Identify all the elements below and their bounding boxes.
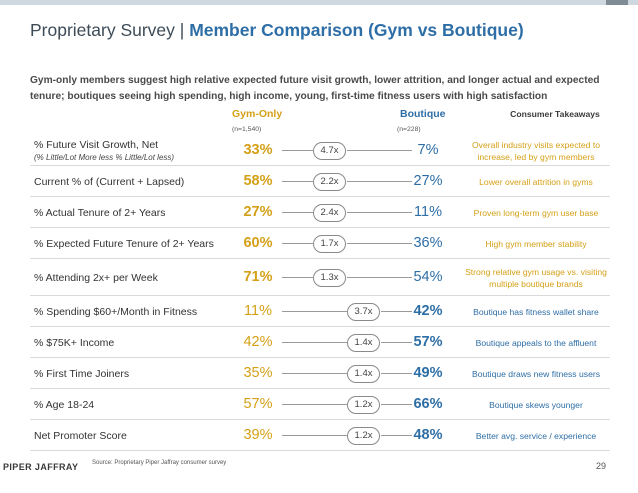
- takeaway-text: Overall industry visits expected to incr…: [471, 139, 600, 162]
- top-accent-block: [606, 0, 628, 5]
- row-label: % Spending $60+/Month in Fitness: [34, 305, 198, 318]
- piper-jaffray-logo: PIPER JAFFRAY: [3, 462, 79, 472]
- takeaway-text: Proven long-term gym user base: [473, 207, 599, 218]
- page-number: 29: [595, 461, 606, 471]
- takeaway-text: Better avg. service / experience: [475, 430, 597, 441]
- column-header-boutique: Boutique: [400, 108, 446, 120]
- boutique-sample-size: (n=228): [397, 126, 421, 133]
- table-row: % Actual Tenure of 2+ Years 27% 11% 2.4x Pro…: [30, 197, 610, 228]
- boutique-value: 49%: [413, 364, 443, 381]
- takeaway-text: Boutique draws new fitness users: [471, 368, 601, 379]
- top-accent-bar: [0, 0, 638, 5]
- gym-value: 71%: [243, 268, 273, 285]
- row-label: % Actual Tenure of 2+ Years: [34, 206, 166, 219]
- table-row: Current % of (Current + Lapsed) 58% 27% 2.2…: [30, 166, 610, 197]
- multiple-badge: 3.7x: [347, 302, 380, 321]
- gym-value: 60%: [243, 234, 273, 251]
- boutique-value: 54%: [413, 268, 443, 285]
- multiple-badge: 1.2x: [347, 426, 380, 445]
- column-header-gym: Gym-Only: [232, 108, 283, 120]
- title-bold: Member Comparison (Gym vs Boutique): [189, 20, 524, 40]
- row-label: % Attending 2x+ per Week: [34, 271, 158, 284]
- takeaway-text: Strong relative gym usage vs. visiting m…: [465, 266, 607, 289]
- boutique-value: 57%: [413, 333, 443, 350]
- table-row: % Spending $60+/Month in Fitness 11% 42% 3.…: [30, 296, 610, 327]
- gym-value: 35%: [243, 364, 273, 381]
- gym-value: 57%: [243, 395, 273, 412]
- page-subtitle: Gym-only members suggest high relative e…: [30, 75, 600, 102]
- takeaway-text: Lower overall attrition in gyms: [479, 176, 593, 187]
- table-row: Net Promoter Score 39% 48% 1.2x Better avg. …: [30, 420, 610, 451]
- table-row: % Age 18-24 57% 66% 1.2x Boutique skews youn…: [30, 389, 610, 420]
- takeaway-text: Boutique has fitness wallet share: [473, 306, 599, 317]
- page-title: Proprietary Survey | Member Comparison (…: [30, 20, 524, 41]
- row-label: % $75K+ Income: [34, 336, 115, 349]
- row-label: Net Promoter Score: [34, 429, 127, 442]
- table-row: % Expected Future Tenure of 2+ Years 60% 3…: [30, 228, 610, 259]
- takeaway-text: Boutique appeals to the affluent: [475, 337, 597, 348]
- multiple-badge: 2.4x: [313, 203, 346, 222]
- source-note: Source: Proprietary Piper Jaffray consum…: [92, 460, 227, 466]
- boutique-value: 36%: [413, 234, 443, 251]
- multiple-badge: 1.3x: [313, 268, 346, 287]
- table-row: % First Time Joiners 35% 49% 1.4x Boutique d…: [30, 358, 610, 389]
- row-label: % Expected Future Tenure of 2+ Years: [34, 237, 214, 250]
- column-header-takeaways: Consumer Takeaways: [510, 109, 600, 119]
- row-sublabel: (% Little/Lot More less % Little/Lot les…: [34, 152, 175, 162]
- multiple-badge: 1.2x: [347, 395, 380, 414]
- gym-value: 11%: [244, 302, 272, 319]
- table-row: % Attending 2x+ per Week 71% 54% 1.3x Strong…: [30, 259, 610, 296]
- boutique-value: 66%: [413, 395, 443, 412]
- boutique-value: 42%: [413, 302, 443, 319]
- takeaway-text: High gym member stability: [485, 238, 587, 249]
- row-label: % Age 18-24: [34, 398, 95, 411]
- gym-sample-size: (n=1,540): [232, 126, 262, 133]
- boutique-value: 27%: [413, 172, 443, 189]
- multiple-badge: 1.7x: [313, 234, 346, 253]
- row-label: Current % of (Current + Lapsed): [34, 175, 185, 188]
- boutique-value: 7%: [417, 141, 439, 158]
- boutique-value: 48%: [413, 426, 443, 443]
- gym-value: 39%: [243, 426, 273, 443]
- gym-value: 58%: [243, 172, 273, 189]
- row-label: % First Time Joiners: [34, 367, 130, 380]
- multiple-badge: 1.4x: [347, 333, 380, 352]
- boutique-value: 11%: [414, 203, 442, 220]
- multiple-badge: 2.2x: [313, 172, 346, 191]
- title-prefix: Proprietary Survey |: [30, 20, 190, 40]
- table-row: (% Little/Lot More less % Little/Lot les…: [30, 135, 610, 166]
- gym-value: 27%: [243, 203, 273, 220]
- multiple-badge: 1.4x: [347, 364, 380, 383]
- table-row: % $75K+ Income 42% 57% 1.4x Boutique appeals…: [30, 327, 610, 358]
- gym-value: 42%: [243, 333, 273, 350]
- row-label: % Future Visit Growth, Net: [34, 138, 159, 151]
- takeaway-text: Boutique skews younger: [489, 399, 583, 410]
- multiple-badge: 4.7x: [313, 141, 346, 160]
- gym-value: 33%: [243, 141, 273, 158]
